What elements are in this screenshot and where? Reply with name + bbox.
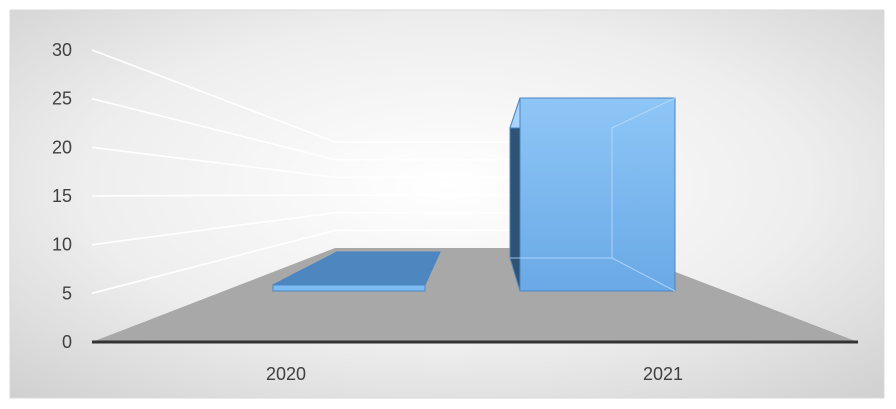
y-tick-label: 25 xyxy=(52,89,72,109)
y-tick-label: 20 xyxy=(52,137,72,157)
y-tick-label: 10 xyxy=(52,235,72,255)
bar-2021 xyxy=(509,97,676,292)
y-tick-label: 5 xyxy=(62,283,72,303)
y-tick-label: 30 xyxy=(52,40,72,60)
bar-2020 xyxy=(272,251,441,292)
x-category-label: 2020 xyxy=(266,364,306,384)
y-tick-label: 15 xyxy=(52,186,72,206)
bar-inner-edge xyxy=(510,97,676,259)
x-category-label: 2021 xyxy=(643,364,683,384)
bar-front xyxy=(519,97,676,292)
y-tick-label: 0 xyxy=(62,332,72,352)
bar-inner-edge xyxy=(611,257,676,292)
bar-front xyxy=(272,284,426,292)
